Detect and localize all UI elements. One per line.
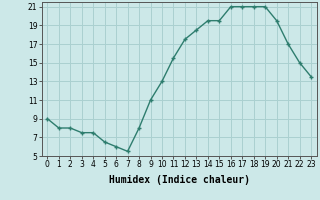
X-axis label: Humidex (Indice chaleur): Humidex (Indice chaleur) (109, 175, 250, 185)
